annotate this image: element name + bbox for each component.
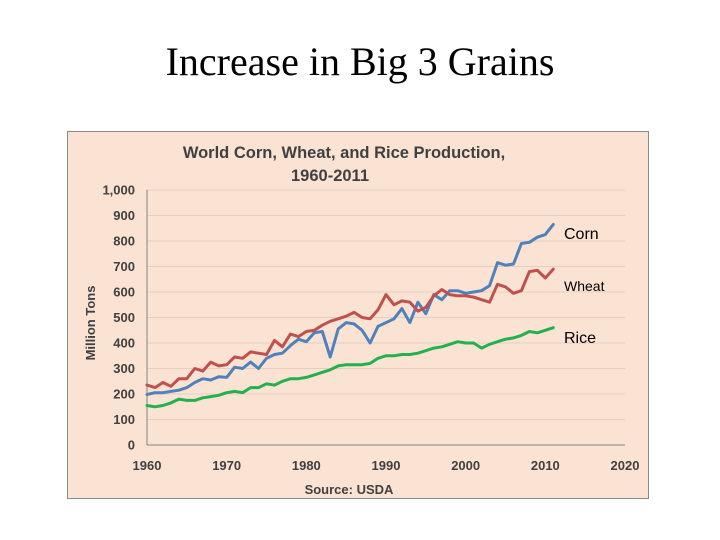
slide-title: Increase in Big 3 Grains [165,39,555,84]
x-axis-label: Source: USDA [305,482,394,497]
y-tick-label: 400 [113,336,135,351]
y-tick-label: 500 [113,310,135,325]
series-lines [145,222,555,409]
y-tick-label: 600 [113,285,135,300]
series-line-corn [145,222,555,396]
x-tick-label: 1990 [372,458,401,473]
chart-subtitle: 1960-2011 [291,167,369,185]
y-tick-label: 1,000 [102,183,135,198]
x-tick-label: 2000 [451,458,480,473]
x-tick-label: 1980 [292,458,321,473]
y-tick-label: 0 [128,438,135,453]
series-label-rice: Rice [564,330,596,347]
y-tick-label: 900 [113,208,135,223]
y-tick-label: 100 [113,412,135,427]
y-tick-label: 300 [113,361,135,376]
series-line-wheat [145,267,555,390]
y-tick-labels: 0 100 200 300 400 500 600 700 800 900 1,000 [102,183,135,453]
grid-lines [147,189,625,446]
chart-svg: World Corn, Wheat, and Rice Production, … [83,144,640,497]
series-label-corn: Corn [564,226,599,243]
x-tick-label: 1960 [133,458,162,473]
y-axis-label: Million Tons [83,286,98,361]
y-tick-label: 700 [113,259,135,274]
x-tick-label: 2010 [531,458,560,473]
x-tick-labels: 1960 1970 1980 1990 2000 2010 2020 [133,458,640,473]
x-tick-label: 2020 [611,458,640,473]
series-line-rice [145,326,555,409]
x-tick-label: 1970 [212,458,241,473]
y-tick-label: 800 [113,234,135,249]
chart-figure: World Corn, Wheat, and Rice Production, … [67,131,649,499]
chart-title: World Corn, Wheat, and Rice Production, [183,144,505,162]
series-label-wheat: Wheat [564,278,605,294]
y-tick-label: 200 [113,387,135,402]
